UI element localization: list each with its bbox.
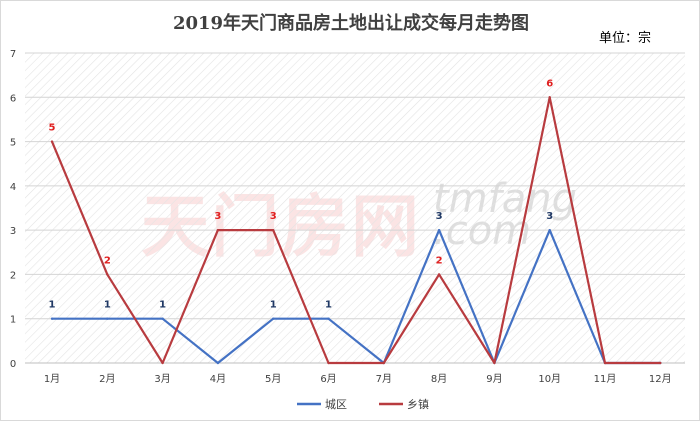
data-label: 2: [104, 255, 111, 266]
data-point: [493, 361, 496, 365]
data-label: 3: [436, 211, 443, 222]
x-tick-label: 4月: [210, 373, 226, 385]
data-point: [50, 317, 54, 320]
data-point: [548, 228, 551, 232]
data-point: [50, 140, 54, 143]
data-point: [106, 273, 109, 276]
data-point: [161, 317, 164, 320]
data-label: 2: [436, 255, 443, 266]
data-point: [437, 228, 441, 232]
y-tick-label: 4: [10, 182, 16, 193]
data-point: [603, 361, 607, 365]
x-tick-label: 6月: [320, 373, 336, 385]
x-tick-label: 10月: [538, 373, 561, 385]
y-tick-label: 2: [10, 270, 16, 281]
x-tick-label: 2月: [99, 373, 115, 385]
unit-label: 单位：宗: [598, 31, 651, 46]
data-point: [437, 273, 441, 276]
data-label: 3: [214, 211, 221, 222]
x-tick-label: 12月: [649, 373, 672, 385]
data-label: 1: [104, 300, 111, 311]
x-tick-label: 7月: [376, 373, 392, 385]
legend-label-1: 城区: [325, 398, 347, 411]
y-tick-label: 1: [10, 315, 16, 326]
x-tick-label: 1月: [44, 373, 60, 385]
x-tick-label: 11月: [594, 373, 617, 385]
series-lines: [50, 96, 662, 365]
data-point: [327, 361, 330, 365]
legend: 城区 乡镇: [297, 397, 429, 411]
data-labels: 1 1 1 1 1 3 3 5 2 3 3 2 6: [49, 78, 554, 310]
data-label: 6: [546, 78, 553, 89]
data-point: [161, 361, 164, 365]
data-point: [382, 361, 385, 365]
chart-title: 2019年天门商品房土地出让成交每月走势图: [172, 13, 530, 34]
data-label: 1: [49, 300, 56, 311]
plot-area: [25, 53, 685, 363]
data-label: 3: [546, 211, 553, 222]
data-point: [548, 96, 551, 99]
series-line-1: [52, 229, 661, 365]
data-point: [106, 317, 109, 320]
data-point: [216, 228, 220, 232]
data-label: 1: [325, 300, 332, 311]
data-label: 1: [159, 300, 166, 311]
y-tick-label: 6: [10, 93, 16, 104]
data-point: [659, 361, 662, 365]
legend-label-2: 乡镇: [407, 397, 429, 411]
series-line-2: [50, 96, 661, 365]
y-tick-label: 0: [10, 359, 16, 370]
data-point: [327, 317, 330, 320]
x-tick-label: 3月: [154, 373, 170, 385]
data-point: [216, 361, 220, 365]
y-tick-label: 3: [10, 226, 16, 237]
x-tick-label: 8月: [431, 373, 447, 385]
y-tick-label: 7: [10, 49, 16, 60]
y-tick-label: 5: [10, 138, 16, 149]
data-point: [272, 317, 275, 320]
data-label: 5: [49, 123, 56, 134]
data-label: 3: [270, 211, 277, 222]
x-tick-label: 9月: [486, 373, 502, 385]
data-point: [272, 228, 275, 232]
data-label: 1: [270, 300, 277, 311]
x-tick-label: 5月: [265, 373, 281, 385]
